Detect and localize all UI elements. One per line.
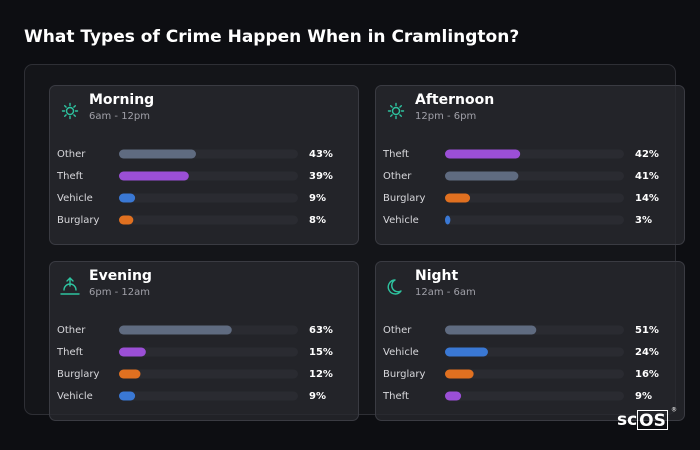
- value-label: 9%: [635, 391, 652, 402]
- card-title: Evening: [89, 268, 152, 284]
- bar: [445, 171, 519, 181]
- bar: [119, 391, 136, 401]
- category-label: Burglary: [57, 215, 99, 226]
- bar-track: [445, 391, 624, 401]
- card-title: Night: [415, 268, 459, 284]
- category-label: Theft: [56, 347, 83, 358]
- sun-ray: [63, 114, 67, 118]
- bar: [445, 149, 521, 159]
- value-label: 63%: [309, 325, 333, 336]
- card: Afternoon 12pm - 6pm Theft 42% Other 41% Burgl…: [375, 85, 685, 245]
- bar: [119, 171, 189, 181]
- logo-box-text: OS: [639, 411, 666, 431]
- bar-track: [119, 369, 298, 379]
- card-subtitle: 12pm - 6pm: [415, 111, 476, 122]
- bar: [445, 215, 451, 225]
- card: Evening 6pm - 12am Other 63% Theft 15% Burglar…: [49, 261, 359, 421]
- card-bg: [375, 261, 685, 421]
- bar: [445, 325, 537, 335]
- bar: [119, 193, 136, 203]
- value-label: 43%: [309, 149, 333, 160]
- value-label: 9%: [309, 391, 326, 402]
- value-label: 14%: [635, 193, 659, 204]
- card-title: Morning: [89, 92, 154, 108]
- value-label: 42%: [635, 149, 659, 160]
- bar-track: [445, 369, 624, 379]
- value-label: 12%: [309, 369, 333, 380]
- bar: [119, 215, 134, 225]
- bar: [119, 369, 141, 379]
- bar: [119, 149, 196, 159]
- card-bg: [375, 85, 685, 245]
- category-label: Theft: [382, 391, 409, 402]
- bar-track: [119, 391, 298, 401]
- category-label: Vehicle: [57, 193, 93, 204]
- card-subtitle: 12am - 6am: [415, 287, 476, 298]
- card-subtitle: 6am - 12pm: [89, 111, 150, 122]
- value-label: 9%: [309, 193, 326, 204]
- value-label: 39%: [309, 171, 333, 182]
- category-label: Vehicle: [57, 391, 93, 402]
- sunrise-icon: [60, 277, 80, 295]
- card-bg: [49, 261, 359, 421]
- category-label: Burglary: [383, 193, 425, 204]
- category-label: Other: [57, 149, 86, 160]
- category-label: Other: [57, 325, 86, 336]
- bar: [445, 369, 474, 379]
- bar: [445, 193, 471, 203]
- sun-ray: [73, 104, 77, 108]
- value-label: 41%: [635, 171, 659, 182]
- value-label: 24%: [635, 347, 659, 358]
- logo-box: [637, 410, 668, 430]
- category-label: Theft: [382, 149, 409, 160]
- bar-track: [119, 215, 298, 225]
- sun-ray: [399, 104, 403, 108]
- sun-icon: [391, 106, 401, 116]
- bar: [445, 347, 488, 357]
- category-label: Vehicle: [383, 347, 419, 358]
- bar-track: [445, 215, 624, 225]
- moon-icon: [387, 279, 402, 295]
- bar-track: [119, 193, 298, 203]
- bar-track: [445, 347, 624, 357]
- bar-track: [119, 347, 298, 357]
- category-label: Vehicle: [383, 215, 419, 226]
- logo-mark: ®: [671, 407, 677, 414]
- category-label: Other: [383, 325, 412, 336]
- value-label: 16%: [635, 369, 659, 380]
- bar-track: [445, 193, 624, 203]
- bar: [445, 391, 462, 401]
- card: Night 12am - 6am Other 51% Vehicle 24% Burglar…: [375, 261, 685, 421]
- cards: Morning 6am - 12pm Other 43% Theft 39% Vehicle…: [49, 85, 685, 421]
- card-bg: [49, 85, 359, 245]
- value-label: 8%: [309, 215, 326, 226]
- sun-ray: [73, 114, 77, 118]
- sun-icon: [65, 106, 75, 116]
- category-label: Burglary: [383, 369, 425, 380]
- card: Morning 6am - 12pm Other 43% Theft 39% Vehicle…: [49, 85, 359, 245]
- category-label: Burglary: [57, 369, 99, 380]
- page-title: What Types of Crime Happen When in Craml…: [24, 27, 519, 47]
- logo-text: sc: [617, 410, 637, 430]
- card-subtitle: 6pm - 12am: [89, 287, 150, 298]
- sun-ray: [389, 114, 393, 118]
- category-label: Other: [383, 171, 412, 182]
- sun-ray: [389, 104, 393, 108]
- card-title: Afternoon: [415, 92, 494, 108]
- sun-ray: [63, 104, 67, 108]
- sun-ray: [399, 114, 403, 118]
- bar: [119, 347, 146, 357]
- bar: [119, 325, 232, 335]
- value-label: 3%: [635, 215, 652, 226]
- category-label: Theft: [56, 171, 83, 182]
- value-label: 51%: [635, 325, 659, 336]
- value-label: 15%: [309, 347, 333, 358]
